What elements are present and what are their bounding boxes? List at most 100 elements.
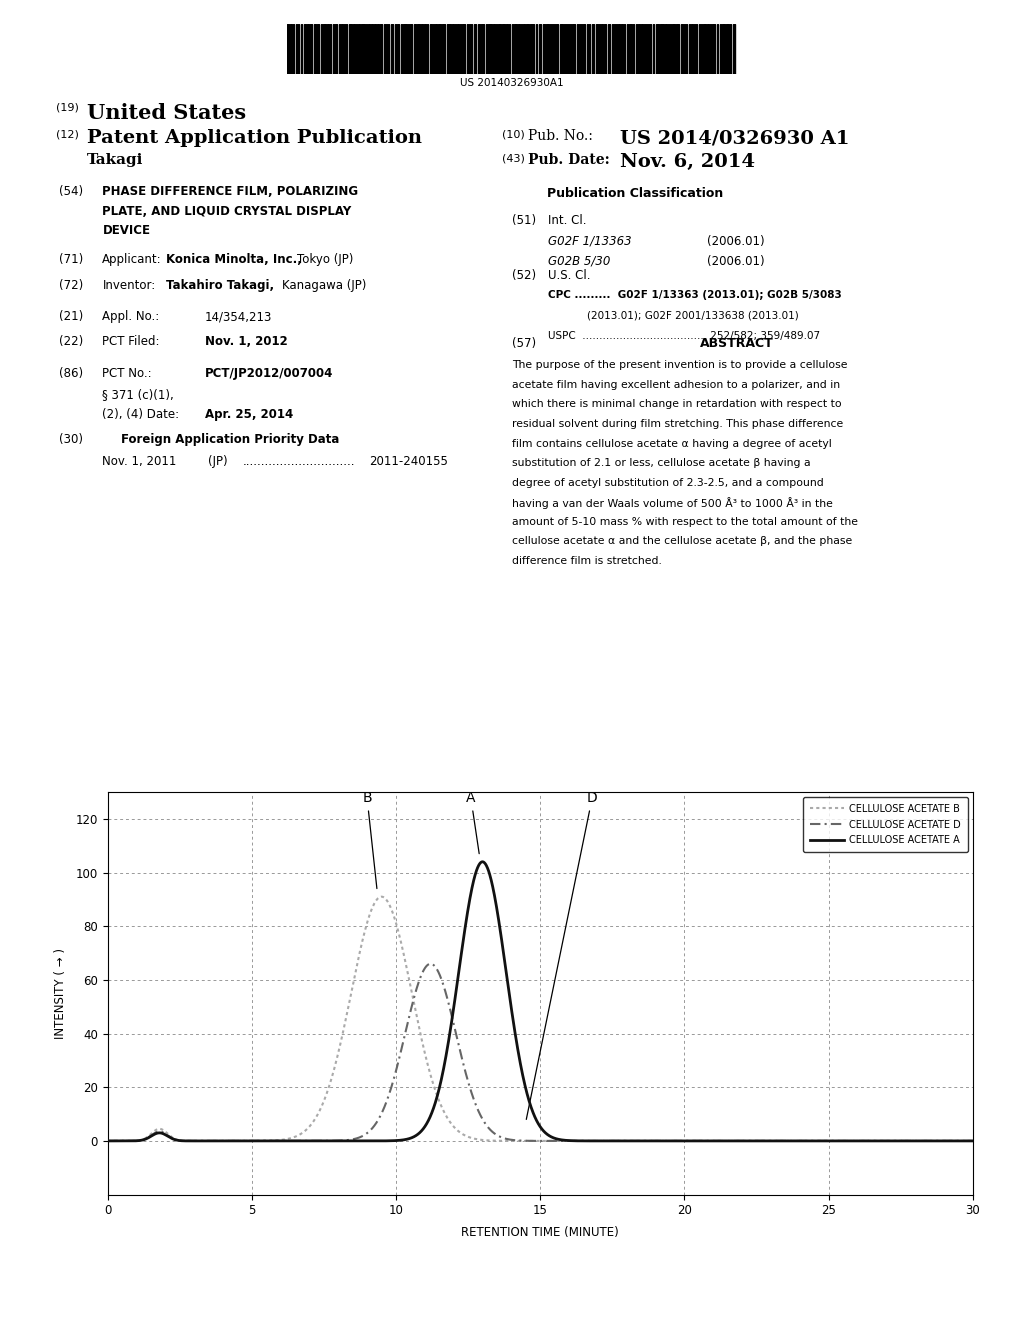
Text: (51): (51): [512, 214, 537, 227]
Bar: [552, 24, 553, 74]
Bar: [361, 24, 365, 74]
Text: Nov. 1, 2012: Nov. 1, 2012: [205, 335, 288, 348]
Bar: [506, 24, 508, 74]
Bar: [314, 24, 316, 74]
Bar: [596, 24, 598, 74]
Bar: [502, 24, 505, 74]
Text: Apr. 25, 2014: Apr. 25, 2014: [205, 408, 293, 421]
Bar: [722, 24, 725, 74]
Bar: [696, 24, 697, 74]
Bar: [424, 24, 426, 74]
Bar: [701, 24, 702, 74]
Bar: [676, 24, 679, 74]
Bar: [653, 24, 654, 74]
Text: ABSTRACT: ABSTRACT: [700, 337, 774, 350]
Text: (22): (22): [59, 335, 84, 348]
Text: (12): (12): [56, 129, 79, 140]
Text: Pub. No.:: Pub. No.:: [528, 129, 593, 144]
Text: Kanagawa (JP): Kanagawa (JP): [282, 279, 366, 292]
Bar: [572, 24, 575, 74]
Y-axis label: INTENSITY ( → ): INTENSITY ( → ): [54, 948, 68, 1039]
Bar: [589, 24, 590, 74]
Bar: [421, 24, 423, 74]
Text: (72): (72): [59, 279, 84, 292]
Bar: [335, 24, 337, 74]
Text: U.S. Cl.: U.S. Cl.: [548, 269, 591, 282]
Text: B: B: [362, 792, 377, 888]
Bar: [699, 24, 700, 74]
Bar: [577, 24, 578, 74]
Bar: [374, 24, 376, 74]
Bar: [556, 24, 558, 74]
Bar: [543, 24, 545, 74]
Text: (43): (43): [502, 153, 524, 164]
Bar: [566, 24, 567, 74]
Text: US 2014/0326930 A1: US 2014/0326930 A1: [620, 129, 849, 148]
Bar: [430, 24, 432, 74]
Bar: [518, 24, 520, 74]
Bar: [455, 24, 456, 74]
Bar: [691, 24, 693, 74]
Text: Takahiro Takagi,: Takahiro Takagi,: [166, 279, 274, 292]
Text: (86): (86): [59, 367, 84, 380]
Bar: [644, 24, 645, 74]
Bar: [560, 24, 563, 74]
Text: having a van der Waals volume of 500 Å³ to 1000 Å³ in the: having a van der Waals volume of 500 Å³ …: [512, 498, 833, 510]
Text: substitution of 2.1 or less, cellulose acetate β having a: substitution of 2.1 or less, cellulose a…: [512, 458, 811, 469]
Bar: [366, 24, 367, 74]
Bar: [323, 24, 326, 74]
Bar: [720, 24, 721, 74]
Bar: [290, 24, 292, 74]
Bar: [564, 24, 565, 74]
Bar: [498, 24, 501, 74]
Bar: [629, 24, 632, 74]
Bar: [380, 24, 382, 74]
Bar: [433, 24, 434, 74]
Bar: [493, 24, 495, 74]
Text: residual solvent during film stretching. This phase difference: residual solvent during film stretching.…: [512, 418, 843, 429]
Bar: [333, 24, 334, 74]
Text: Applicant:: Applicant:: [102, 253, 162, 267]
Bar: [293, 24, 294, 74]
Bar: [478, 24, 480, 74]
Text: USPC  ....................................  252/582; 359/489.07: USPC ...................................…: [548, 331, 820, 342]
Bar: [452, 24, 454, 74]
Text: Tokyo (JP): Tokyo (JP): [297, 253, 353, 267]
Bar: [621, 24, 623, 74]
Bar: [694, 24, 695, 74]
Bar: [656, 24, 659, 74]
Text: (19): (19): [56, 103, 79, 114]
Bar: [368, 24, 370, 74]
Bar: [462, 24, 465, 74]
Text: Inventor:: Inventor:: [102, 279, 156, 292]
Bar: [310, 24, 312, 74]
Bar: [341, 24, 343, 74]
Text: (10): (10): [502, 129, 524, 140]
Bar: [579, 24, 580, 74]
Bar: [583, 24, 585, 74]
Bar: [587, 24, 588, 74]
Bar: [321, 24, 322, 74]
Text: Konica Minolta, Inc.,: Konica Minolta, Inc.,: [166, 253, 302, 267]
Bar: [689, 24, 690, 74]
Bar: [371, 24, 373, 74]
Legend: CELLULOSE ACETATE B, CELLULOSE ACETATE D, CELLULOSE ACETATE A: CELLULOSE ACETATE B, CELLULOSE ACETATE D…: [803, 797, 968, 853]
Text: (2013.01); G02F 2001/133638 (2013.01): (2013.01); G02F 2001/133638 (2013.01): [587, 310, 799, 321]
Text: Nov. 1, 2011: Nov. 1, 2011: [102, 455, 177, 469]
Text: degree of acetyl substitution of 2.3-2.5, and a compound: degree of acetyl substitution of 2.3-2.5…: [512, 478, 823, 487]
Bar: [638, 24, 640, 74]
Text: PCT/JP2012/007004: PCT/JP2012/007004: [205, 367, 333, 380]
Bar: [521, 24, 522, 74]
Bar: [712, 24, 715, 74]
Text: Nov. 6, 2014: Nov. 6, 2014: [620, 153, 755, 172]
Text: Int. Cl.: Int. Cl.: [548, 214, 587, 227]
Bar: [681, 24, 683, 74]
Bar: [514, 24, 517, 74]
Bar: [512, 24, 513, 74]
Bar: [427, 24, 428, 74]
Bar: [546, 24, 549, 74]
Text: cellulose acetate α and the cellulose acetate β, and the phase: cellulose acetate α and the cellulose ac…: [512, 536, 852, 546]
Text: G02F 1/13363: G02F 1/13363: [548, 235, 632, 248]
Bar: [457, 24, 459, 74]
Text: ..............................: ..............................: [243, 455, 355, 469]
